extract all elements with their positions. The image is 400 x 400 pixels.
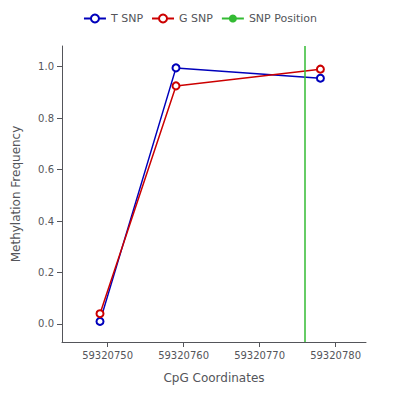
svg-text:0.2: 0.2 bbox=[38, 267, 54, 278]
svg-text:0.8: 0.8 bbox=[38, 113, 54, 124]
svg-text:59320780: 59320780 bbox=[310, 350, 361, 361]
svg-text:T SNP: T SNP bbox=[110, 12, 143, 25]
svg-text:Methylation Frequency: Methylation Frequency bbox=[9, 126, 23, 263]
svg-text:G SNP: G SNP bbox=[179, 12, 213, 25]
svg-text:59320770: 59320770 bbox=[234, 350, 285, 361]
svg-text:0.0: 0.0 bbox=[38, 318, 54, 329]
svg-text:59320750: 59320750 bbox=[82, 350, 133, 361]
svg-text:CpG Coordinates: CpG Coordinates bbox=[163, 371, 264, 385]
svg-text:SNP Position: SNP Position bbox=[249, 12, 317, 25]
svg-text:59320760: 59320760 bbox=[158, 350, 209, 361]
svg-text:1.0: 1.0 bbox=[38, 61, 54, 72]
svg-text:0.6: 0.6 bbox=[38, 164, 54, 175]
svg-text:0.4: 0.4 bbox=[38, 216, 54, 227]
